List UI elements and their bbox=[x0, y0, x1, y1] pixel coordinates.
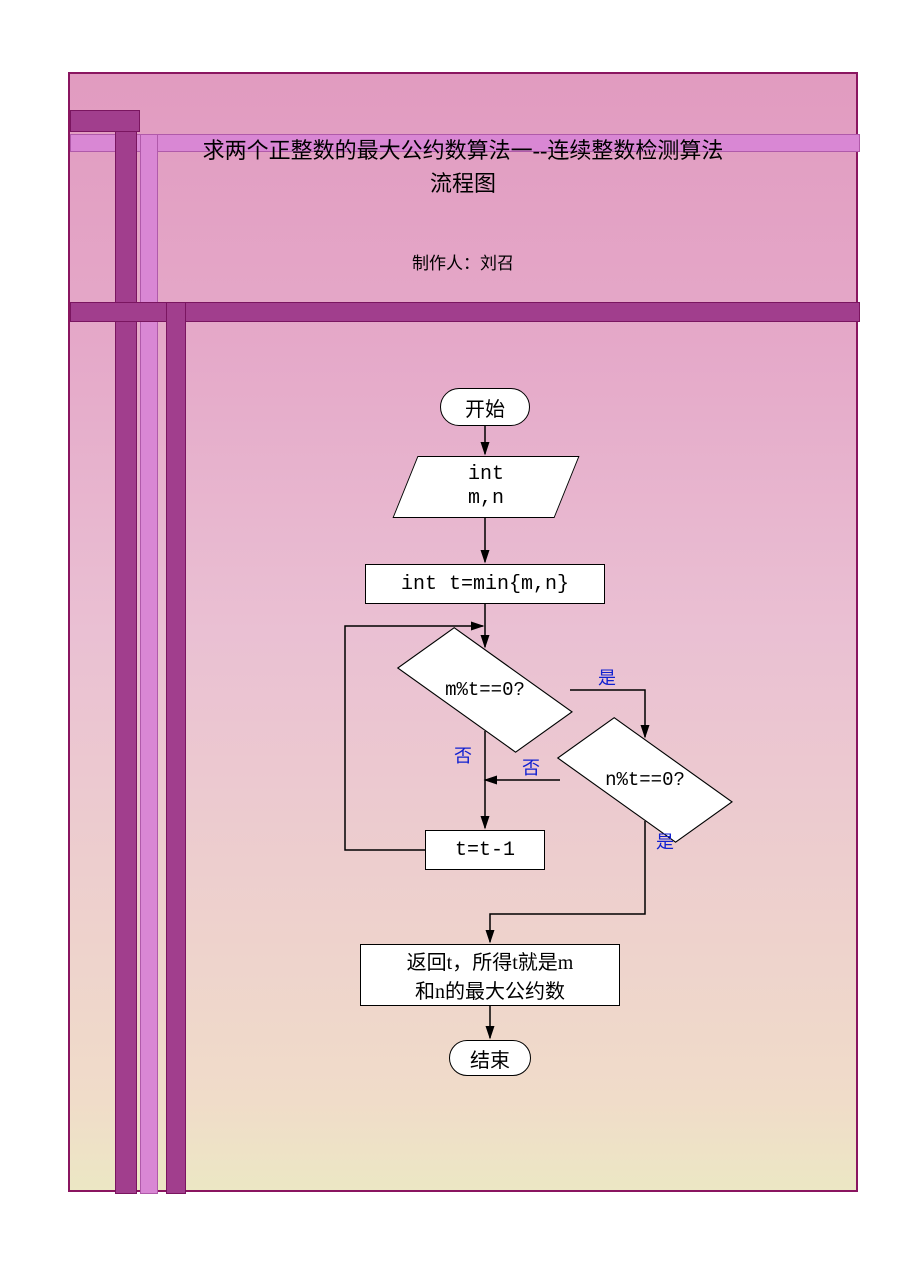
node-result: 返回t，所得t就是m 和n的最大公约数 bbox=[360, 944, 620, 1006]
node-decr: t=t-1 bbox=[425, 830, 545, 870]
node-dec1-text: m%t==0? bbox=[400, 649, 570, 731]
node-start: 开始 bbox=[440, 388, 530, 426]
node-result-line1: 返回t，所得t就是m bbox=[407, 946, 574, 975]
node-result-line2: 和n的最大公约数 bbox=[415, 975, 565, 1004]
node-end-text: 结束 bbox=[470, 1044, 510, 1073]
node-dec1: m%t==0? bbox=[400, 649, 570, 731]
node-init: int t=min{m,n} bbox=[365, 564, 605, 604]
node-input-line2: m,n bbox=[468, 487, 504, 511]
label-dec1-no: 否 bbox=[454, 742, 472, 768]
node-input-line1: int bbox=[468, 463, 504, 487]
label-dec2-yes: 是 bbox=[656, 828, 674, 854]
node-input-text: int m,n bbox=[405, 456, 567, 518]
page-canvas: 求两个正整数的最大公约数算法一--连续整数检测算法 流程图 制作人：刘召 bbox=[68, 72, 858, 1192]
node-start-text: 开始 bbox=[465, 393, 505, 422]
label-dec2-no: 否 bbox=[522, 754, 540, 780]
label-dec1-yes: 是 bbox=[598, 664, 616, 690]
node-init-text: int t=min{m,n} bbox=[401, 573, 569, 596]
node-input: int m,n bbox=[405, 456, 567, 518]
node-dec2-text: n%t==0? bbox=[560, 739, 730, 821]
node-end: 结束 bbox=[449, 1040, 531, 1076]
node-decr-text: t=t-1 bbox=[455, 839, 515, 862]
node-dec2: n%t==0? bbox=[560, 739, 730, 821]
flowchart: 开始 int m,n int t=min{m,n} m%t==0? n%t==0… bbox=[70, 74, 860, 1194]
